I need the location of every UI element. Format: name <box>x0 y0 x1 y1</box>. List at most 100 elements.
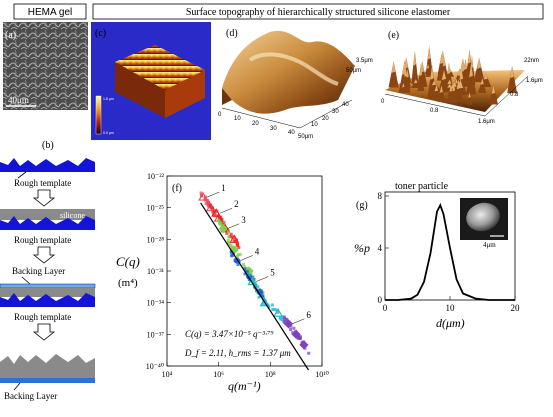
panel-g-letter: (g) <box>356 200 368 211</box>
data-cluster-series-5 <box>263 300 267 304</box>
data-cluster-series-2 <box>211 210 215 214</box>
data-cluster-series-5 <box>256 285 260 289</box>
panel-e: 0 0.8 1.6μm 0.8 1.6μm 22nm (e) <box>381 30 543 125</box>
panel-f-y-tick-label: 10⁻³⁷ <box>147 330 165 339</box>
data-cluster-series-6 <box>303 346 307 350</box>
panel-e-peaks <box>388 45 518 105</box>
panel-e-y-tick: 0.8 <box>510 92 519 98</box>
data-cluster-series-3 <box>226 238 230 242</box>
panel-c: 1.8 µm 0.0 µm (c) <box>91 22 211 140</box>
panel-a-title-box <box>13 3 87 20</box>
data-cluster-series-2 <box>221 222 225 226</box>
data-cluster-series-1 <box>199 194 203 198</box>
data-cluster-series-6 <box>292 326 296 330</box>
data-cluster-series-3 <box>216 218 220 222</box>
data-cluster-series-2 <box>235 242 239 246</box>
data-cluster-series-6 <box>307 351 311 355</box>
data-cluster-series-4 <box>230 254 234 258</box>
curve-label-5: 5 <box>270 268 275 278</box>
curve-label-1: 1 <box>221 183 226 193</box>
data-cluster-series-2 <box>234 239 238 243</box>
data-cluster-series-3 <box>249 272 253 276</box>
data-cluster-series-5 <box>270 303 274 307</box>
data-cluster-series-3 <box>226 241 230 245</box>
data-cluster-series-3 <box>245 266 249 270</box>
data-cluster-series-1 <box>204 201 208 205</box>
backing-layer <box>0 283 96 289</box>
panel-e-x-tick: 0 <box>381 99 385 105</box>
panel-d-x-tick: 30 <box>270 126 277 132</box>
data-cluster-series-1 <box>206 203 210 207</box>
data-cluster-series-3 <box>236 253 240 257</box>
panel-f-x-tick-label: 10¹⁰ <box>315 370 329 379</box>
panel-e-x-tick: 0.8 <box>430 108 439 114</box>
replicated-silicone <box>0 354 95 378</box>
data-cluster-series-1 <box>204 195 208 199</box>
data-cluster-series-4 <box>237 258 241 262</box>
rough-template-3 <box>0 293 95 307</box>
panel-d-y-tick: 50μm <box>346 68 361 74</box>
panel-g-x-tick-label: 0 <box>383 303 388 313</box>
data-cluster-series-3 <box>230 245 234 249</box>
panel-e-letter: (e) <box>388 30 399 41</box>
panel-f-ylabel: C(q) <box>116 254 140 269</box>
panel-e-y-axis <box>484 75 529 117</box>
panel-g-ylabel: %p <box>354 241 370 255</box>
data-cluster-series-6 <box>283 320 287 324</box>
panel-g: toner particle (g) 0 10 20 0 4 8 4μm %p d(μm) <box>354 181 520 330</box>
data-cluster-series-2 <box>215 209 219 213</box>
data-cluster-series-3 <box>220 225 224 229</box>
panel-g-xlabel: d(μm) <box>436 316 465 330</box>
panel-c-colorbar-top: 1.8 µm <box>103 97 114 101</box>
silicone-label: silicone <box>60 211 85 220</box>
inset-scale-label: 4μm <box>483 241 496 249</box>
panel-d-y-tick: 40 <box>342 102 349 108</box>
panel-f-ticks: 10⁴ 10⁶ 10⁸ 10¹⁰ 10⁻²² 10⁻²⁵ 10⁻²⁸ 10⁻³¹ 10⁻³⁴ 10… <box>146 172 329 379</box>
panel-d-y-tick: 10 <box>311 122 318 128</box>
panel-d-y-tick: 30 <box>332 109 339 115</box>
data-cluster-series-6 <box>293 334 297 338</box>
data-cluster-series-6 <box>282 315 286 319</box>
curve-label-leader <box>256 276 269 282</box>
panel-g-x-tick-label: 10 <box>446 303 456 313</box>
data-cluster-series-3 <box>243 265 247 269</box>
panel-d-x-tick: 40 <box>288 130 295 136</box>
panel-e-x-tick: 1.6μm <box>478 119 495 125</box>
process-arrow-icon <box>32 323 56 341</box>
data-cluster-series-6 <box>288 323 292 327</box>
data-cluster-series-4 <box>235 258 239 262</box>
panel-f: (f) 10⁴ 10⁶ 10⁸ 10¹⁰ 10⁻²² 10⁻²⁵ 10⁻²⁸ 10⁻³¹ 10⁻… <box>116 172 329 393</box>
power-law-fit-line <box>200 202 309 371</box>
data-cluster-series-5 <box>253 282 257 286</box>
data-cluster-series-3 <box>247 270 251 274</box>
process-arrow-icon <box>32 189 56 207</box>
data-cluster-series-5 <box>273 308 277 312</box>
data-cluster-series-1 <box>207 204 211 208</box>
panel-c-letter: (c) <box>95 28 106 39</box>
data-cluster-series-1 <box>203 198 207 202</box>
data-cluster-series-5 <box>261 297 265 301</box>
template-caption-3: Rough template <box>14 312 71 322</box>
data-cluster-series-3 <box>233 246 237 250</box>
panel-d-x-tick: 0 <box>218 112 222 118</box>
panel-d-y-axis <box>299 99 353 129</box>
panel-c-colorbar <box>95 95 102 135</box>
data-cluster-series-2 <box>237 245 241 249</box>
panel-d-z-label: 3.5μm <box>356 58 373 64</box>
data-cluster-series-4 <box>245 270 249 274</box>
rough-template-2 <box>0 216 95 230</box>
panel-d-x-tick: 50μm <box>298 134 313 140</box>
panel-d-y-tick: 20 <box>322 116 329 122</box>
data-cluster-series-2 <box>232 236 236 240</box>
panel-f-y-tick-label: 10⁻²⁵ <box>147 204 165 213</box>
data-cluster-series-4 <box>257 288 261 292</box>
panel-f-x-tick-label: 10⁶ <box>213 370 224 379</box>
panel-d-surface <box>222 30 355 114</box>
data-cluster-series-2 <box>229 232 233 236</box>
data-cluster-series-6 <box>285 318 289 322</box>
data-cluster-series-5 <box>257 295 261 299</box>
data-cluster-series-4 <box>243 272 247 276</box>
data-cluster-series-5 <box>247 273 251 277</box>
data-cluster-series-2 <box>230 235 234 239</box>
